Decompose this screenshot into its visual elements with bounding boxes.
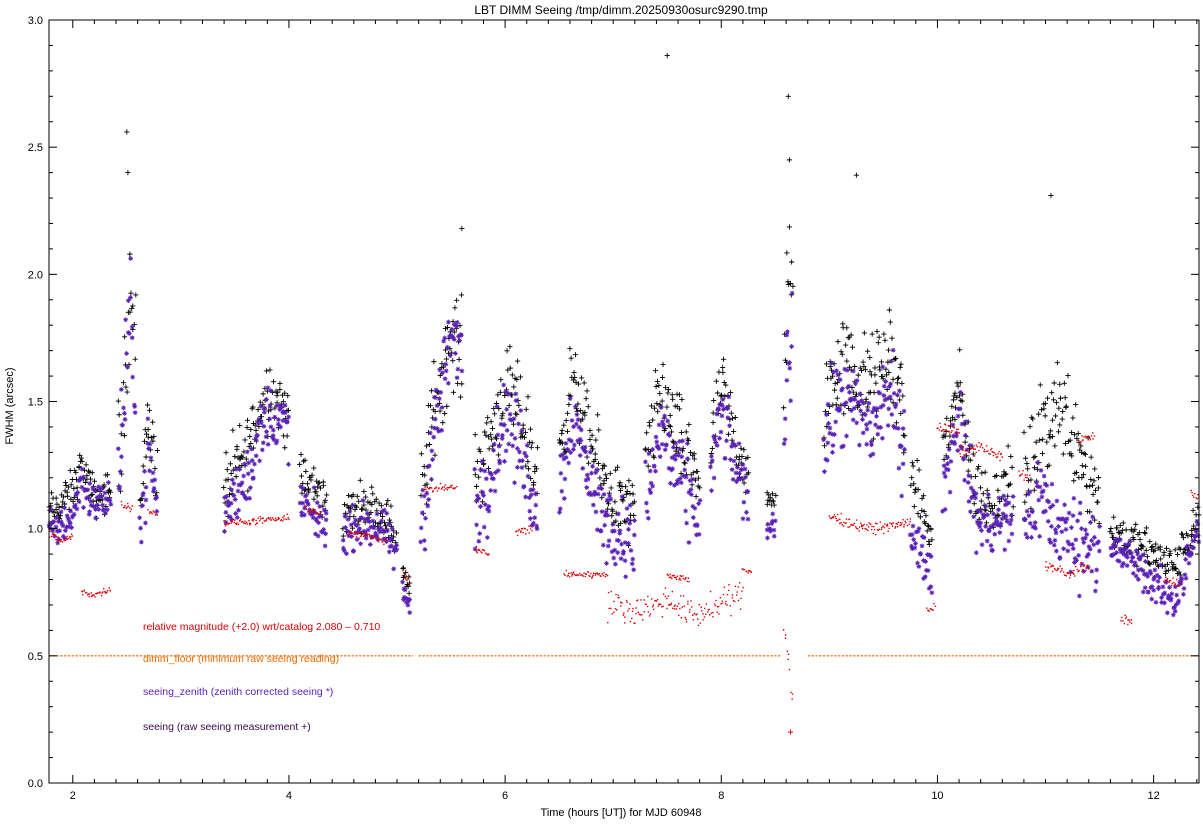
data-point-cluster bbox=[221, 367, 292, 520]
y-tick-label: 1.0 bbox=[28, 524, 43, 536]
y-tick-label: 3.0 bbox=[28, 15, 43, 27]
data-point-cluster bbox=[515, 525, 533, 537]
data-point-cluster bbox=[828, 512, 912, 536]
data-point-cluster bbox=[223, 513, 290, 527]
y-tick-label: 0.5 bbox=[28, 651, 43, 663]
x-axis-label: Time (hours [UT]) for MJD 60948 bbox=[541, 807, 702, 819]
data-point-cluster bbox=[1021, 360, 1102, 527]
data-point-cluster bbox=[1190, 489, 1200, 500]
data-point bbox=[786, 157, 792, 163]
data-point-cluster bbox=[557, 396, 637, 580]
y-tick-label: 1.5 bbox=[28, 397, 43, 409]
data-point bbox=[785, 93, 791, 99]
data-point-cluster bbox=[304, 505, 323, 515]
x-tick-label: 12 bbox=[1147, 790, 1159, 802]
data-point-cluster bbox=[115, 256, 138, 492]
data-point-cluster bbox=[907, 523, 935, 596]
data-point-cluster bbox=[958, 441, 1003, 462]
data-point bbox=[664, 53, 670, 59]
x-tick-label: 8 bbox=[718, 790, 724, 802]
data-point-cluster bbox=[1018, 469, 1031, 482]
data-point-cluster bbox=[764, 490, 779, 508]
data-point bbox=[1048, 192, 1054, 199]
legend-entry-relmag: relative magnitude (+2.0) wrt/catalog 2.… bbox=[143, 621, 380, 633]
data-point bbox=[787, 729, 794, 735]
plot-frame bbox=[48, 19, 1200, 784]
y-tick-label: 0.0 bbox=[28, 778, 43, 790]
legend-entry-raw: seeing (raw seeing measurement +) bbox=[143, 721, 311, 733]
data-point-cluster bbox=[741, 568, 753, 574]
data-point-cluster bbox=[781, 224, 796, 411]
data-point-cluster bbox=[115, 251, 139, 494]
data-point-cluster bbox=[642, 404, 703, 545]
chart-title: LBT DIMM Seeing /tmp/dimm.20250930osurc9… bbox=[474, 3, 768, 17]
data-point-cluster bbox=[1163, 576, 1182, 587]
data-point-cluster bbox=[147, 508, 159, 516]
series-relmag bbox=[48, 422, 1200, 700]
plot-data bbox=[46, 53, 1202, 735]
data-point-cluster bbox=[926, 602, 937, 613]
axes: 2 4 6 8 10 12 0.0 0.5 1.0 1.5 2.0 2.5 3.0 bbox=[28, 15, 1199, 802]
data-point-cluster bbox=[418, 292, 465, 516]
data-point-cluster bbox=[400, 579, 413, 615]
x-tick-label: 6 bbox=[502, 790, 508, 802]
data-point-cluster bbox=[120, 500, 134, 513]
data-point bbox=[125, 170, 131, 176]
data-point-cluster bbox=[222, 385, 292, 534]
series-spikes bbox=[124, 53, 1054, 735]
data-point-cluster bbox=[708, 394, 751, 522]
data-point bbox=[124, 129, 130, 135]
legend-entry-floor: dimm_floor (minimum raw seeing reading) bbox=[143, 653, 339, 665]
data-point-cluster bbox=[400, 565, 413, 596]
data-point-cluster bbox=[472, 344, 541, 505]
data-point-cluster bbox=[607, 582, 744, 627]
data-point-cluster bbox=[936, 422, 960, 434]
data-point-cluster bbox=[137, 416, 160, 545]
data-point-cluster bbox=[1021, 460, 1103, 599]
data-point-cluster bbox=[297, 484, 329, 549]
legend: relative magnitude (+2.0) wrt/catalog 2.… bbox=[143, 621, 380, 733]
data-point-cluster bbox=[418, 319, 465, 552]
data-point-cluster bbox=[474, 545, 490, 556]
data-point-cluster bbox=[48, 530, 74, 543]
data-point-cluster bbox=[666, 573, 690, 583]
series-zenith bbox=[46, 256, 1202, 618]
y-axis-label: FWHM (arcsec) bbox=[4, 368, 16, 445]
data-point-cluster bbox=[422, 482, 458, 493]
series-raw bbox=[46, 224, 1202, 596]
data-point-cluster bbox=[940, 347, 1016, 531]
y-tick-label: 2.5 bbox=[28, 142, 43, 154]
data-point-cluster bbox=[764, 511, 778, 541]
data-point-cluster bbox=[1120, 614, 1133, 626]
data-point-cluster bbox=[472, 382, 540, 552]
data-point-cluster bbox=[81, 587, 112, 598]
data-point-cluster bbox=[821, 347, 907, 499]
data-point-cluster bbox=[1108, 518, 1202, 618]
y-tick-label: 2.0 bbox=[28, 269, 43, 281]
data-point-cluster bbox=[940, 389, 1016, 556]
legend-entry-zenith: seeing_zenith (zenith corrected seeing *… bbox=[143, 686, 333, 698]
data-point-cluster bbox=[781, 290, 795, 447]
data-point-cluster bbox=[401, 569, 411, 587]
x-tick-label: 2 bbox=[70, 790, 76, 802]
x-tick-label: 10 bbox=[931, 790, 943, 802]
data-point bbox=[853, 172, 859, 178]
data-point-cluster bbox=[908, 457, 935, 547]
data-point-cluster bbox=[782, 629, 794, 700]
x-tick-label: 4 bbox=[286, 790, 292, 802]
data-point-cluster bbox=[1044, 560, 1090, 579]
data-point-cluster bbox=[348, 530, 387, 545]
data-point bbox=[459, 225, 465, 232]
data-point-cluster bbox=[563, 569, 609, 579]
data-point-cluster bbox=[556, 346, 638, 549]
data-point-cluster bbox=[1077, 432, 1096, 445]
